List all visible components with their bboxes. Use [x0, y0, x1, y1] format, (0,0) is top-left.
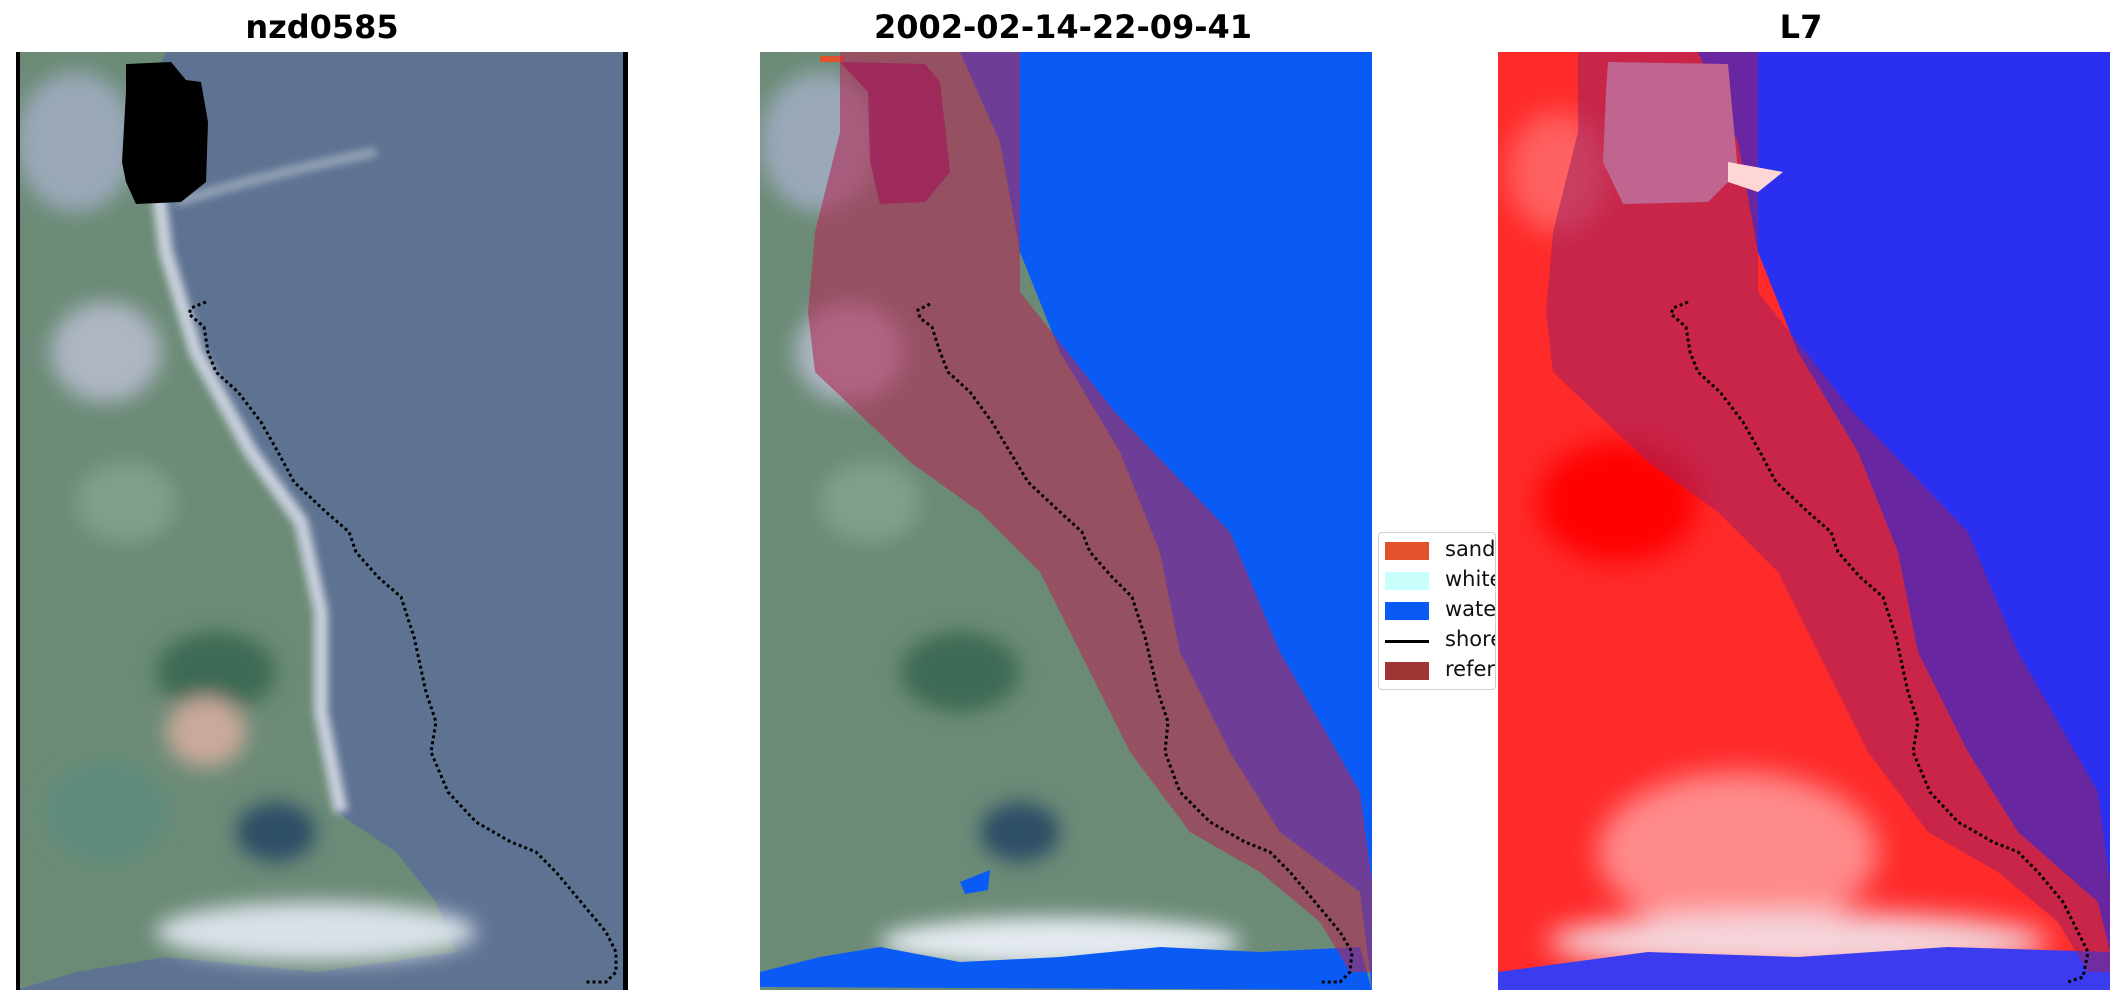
image-border-left — [16, 52, 20, 990]
legend-item-white: white — [1379, 565, 1495, 595]
cloud-mask-patch — [840, 62, 950, 204]
shoreline — [187, 300, 618, 984]
shoreline — [916, 302, 1354, 984]
index-texture — [1508, 112, 2048, 972]
legend-item-sand: sand — [1379, 535, 1496, 565]
legend-swatch-water — [1385, 602, 1429, 620]
classified-image-panel — [760, 52, 1372, 990]
legend-swatch-white — [1385, 572, 1429, 590]
cloud-mask-patch — [122, 62, 208, 204]
legend-label-sand: sand — [1445, 537, 1496, 561]
water-class-spot — [960, 870, 990, 894]
land-texture — [16, 72, 476, 962]
water-class-bottom — [760, 947, 1372, 990]
reference-buffer — [808, 52, 1372, 972]
bright-spot — [1728, 162, 1783, 192]
cloud-mask-patch — [1603, 62, 1738, 204]
sand-class-patch — [820, 56, 844, 62]
rgb-image-panel — [16, 52, 628, 990]
index-water-bottom — [1498, 947, 2110, 990]
panel-title-rgb: nzd0585 — [245, 8, 399, 46]
legend-label-shore: shore — [1445, 627, 1495, 651]
sediment-plume — [174, 147, 377, 207]
legend-item-shore: shore — [1379, 625, 1495, 655]
legend-item-refer: refer — [1379, 655, 1496, 685]
image-border-right — [623, 52, 628, 990]
legend-item-water: water — [1379, 595, 1496, 625]
legend-label-refer: refer — [1445, 657, 1496, 681]
reference-buffer — [1546, 52, 2110, 972]
legend: sand white water shore refer — [1378, 532, 1496, 690]
legend-line-shore — [1385, 640, 1429, 643]
legend-swatch-refer — [1385, 662, 1429, 680]
panel-title-classified: 2002-02-14-22-09-41 — [873, 8, 1253, 46]
legend-swatch-sand — [1385, 542, 1429, 560]
legend-label-white: white — [1445, 567, 1495, 591]
panel-title-index: L7 — [1779, 8, 1823, 46]
shoreline — [1669, 300, 2090, 984]
legend-label-water: water — [1445, 597, 1496, 621]
index-image-panel — [1498, 52, 2110, 990]
